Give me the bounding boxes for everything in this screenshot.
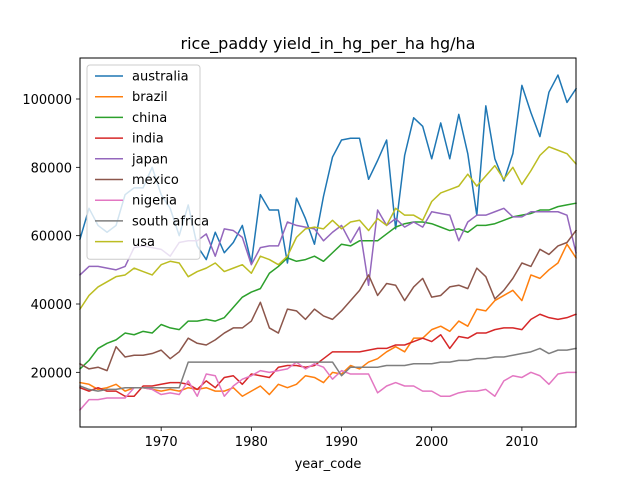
legend-entry-brazil: brazil	[132, 90, 168, 105]
x-tick-label: 1990	[325, 435, 358, 450]
legend-entry-south-africa: south africa	[132, 214, 209, 229]
series-line-usa	[78, 146, 578, 311]
y-tick-label: 60000	[31, 230, 72, 245]
legend-entry-australia: australia	[132, 70, 189, 85]
legend-entry-nigeria: nigeria	[132, 194, 177, 209]
series-line-nigeria	[78, 361, 577, 411]
x-axis-label: year_code	[295, 457, 362, 472]
series-line-mexico	[78, 229, 578, 372]
series-line-india	[79, 313, 577, 397]
y-axis: 20000 40000 60000 80000 100000	[22, 93, 80, 381]
legend-entry-india: india	[132, 132, 164, 147]
legend-entry-japan: japan	[131, 152, 168, 167]
x-tick-label: 2000	[415, 435, 448, 450]
y-tick-label: 100000	[22, 93, 72, 108]
legend-entry-mexico: mexico	[132, 173, 179, 188]
legend-entry-usa: usa	[132, 235, 155, 250]
x-axis: 1970 1980 1990 2000 2010	[145, 427, 538, 450]
y-tick-label: 20000	[31, 366, 72, 381]
series-line-brazil	[79, 243, 578, 397]
series-line-china	[78, 202, 577, 370]
legend-box	[86, 64, 201, 260]
x-tick-label: 1970	[145, 435, 178, 450]
legend-entry-china: china	[132, 111, 167, 126]
plot-frame	[79, 57, 577, 428]
legend: australia brazil china india japan mexico nige…	[86, 64, 209, 260]
y-tick-label: 80000	[31, 161, 72, 176]
series-line-south-africa	[79, 347, 577, 392]
y-tick-label: 40000	[31, 298, 72, 313]
x-tick-label: 2010	[505, 435, 538, 450]
x-tick-label: 1980	[235, 435, 268, 450]
chart-title: rice_paddy yield_in_hg_per_ha hg/ha	[181, 34, 476, 54]
